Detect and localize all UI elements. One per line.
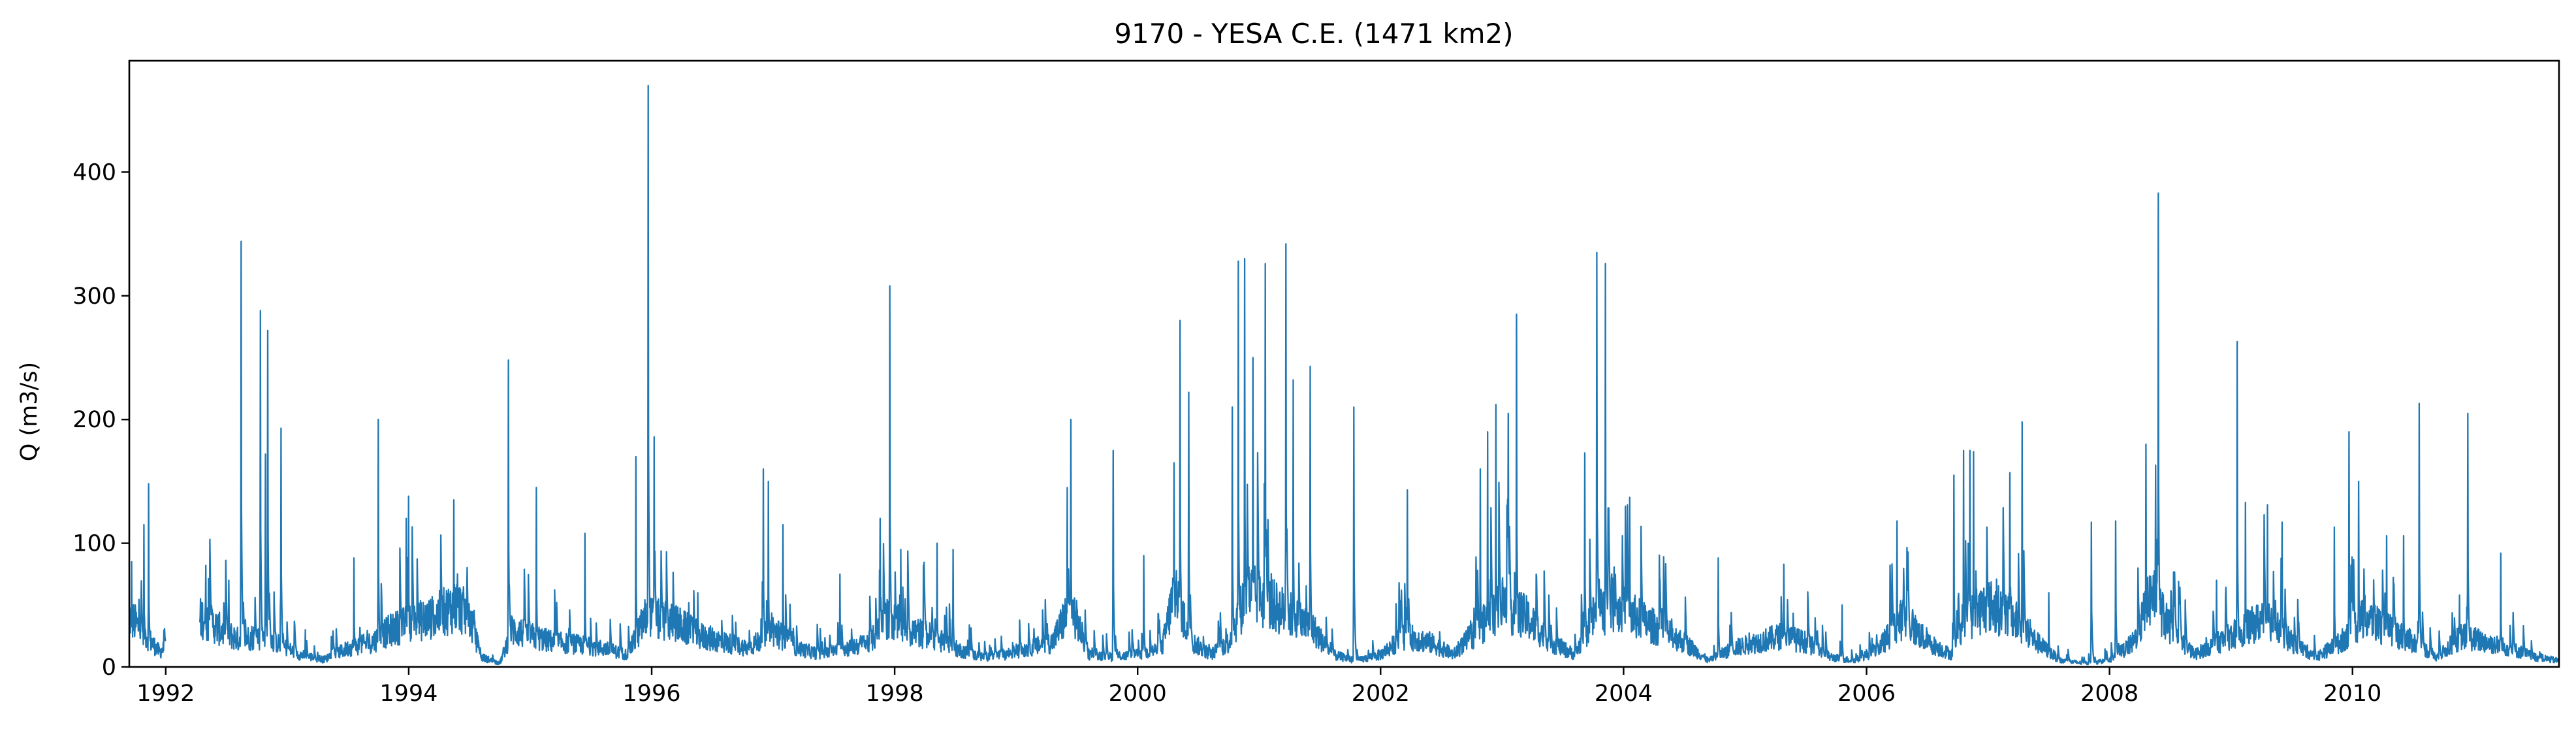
x-tick-label: 2000 xyxy=(1109,681,1167,707)
x-tick-label: 1994 xyxy=(379,681,437,707)
x-tick-label: 2002 xyxy=(1352,681,1410,707)
plot-area xyxy=(128,84,2560,666)
x-tick-label: 1992 xyxy=(136,681,195,707)
discharge-line-segment-2 xyxy=(199,84,2560,666)
x-tick-label: 2010 xyxy=(2323,681,2381,707)
y-tick-label: 100 xyxy=(72,531,116,557)
chart-title: 9170 - YESA C.E. (1471 km2) xyxy=(1114,18,1513,50)
y-tick-label: 400 xyxy=(72,159,116,186)
x-tick-label: 1996 xyxy=(622,681,680,707)
y-axis: 0 100 200 300 400 xyxy=(72,159,129,681)
y-tick-label: 300 xyxy=(72,284,116,310)
x-axis: 1992 1994 1996 1998 2000 2002 2004 2006 2008 2010 xyxy=(136,667,2381,707)
y-tick-label: 0 xyxy=(102,655,116,681)
y-tick-label: 200 xyxy=(72,407,116,433)
discharge-line-segment-1 xyxy=(128,483,167,659)
x-tick-label: 2008 xyxy=(2080,681,2139,707)
x-tick-label: 2004 xyxy=(1595,681,1653,707)
x-tick-label: 2006 xyxy=(1837,681,1896,707)
x-tick-label: 1998 xyxy=(866,681,924,707)
y-axis-label: Q (m3/s) xyxy=(16,362,42,461)
plot-frame xyxy=(128,59,2560,668)
